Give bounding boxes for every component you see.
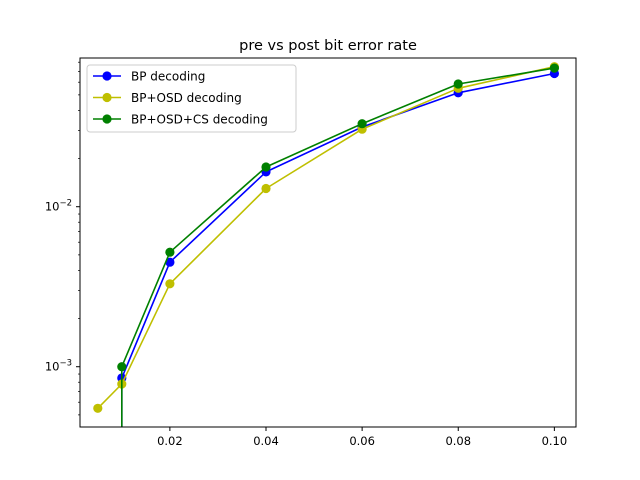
chart-title: pre vs post bit error rate — [239, 38, 417, 54]
series-marker — [549, 63, 560, 73]
y-tick-label: 10−2 — [45, 199, 72, 214]
series-marker — [165, 257, 175, 267]
legend: BP decoding BP+OSD decoding BP+OSD+CS deco… — [86, 64, 297, 133]
x-axis: 0.02 0.04 0.06 0.08 0.10 — [157, 427, 567, 448]
legend-label: BP decoding — [131, 70, 205, 84]
x-tick-label: 0.06 — [349, 434, 375, 448]
x-tick-label: 0.04 — [253, 434, 279, 448]
series-marker — [93, 403, 103, 413]
legend-box — [86, 64, 297, 133]
legend-swatch-marker — [102, 71, 112, 81]
x-tick-label: 0.02 — [157, 434, 183, 448]
x-tick-label: 0.08 — [445, 434, 471, 448]
legend-label: BP+OSD+CS decoding — [131, 113, 268, 127]
legend-label: BP+OSD decoding — [131, 91, 242, 105]
series-layer — [93, 62, 560, 427]
legend-swatch-marker — [102, 92, 112, 103]
x-tick-label: 0.10 — [542, 434, 568, 448]
legend-swatch-marker — [102, 114, 112, 124]
series-3 — [117, 63, 560, 427]
series-marker — [165, 279, 175, 289]
y-axis: 10−3 10−2 — [45, 61, 80, 416]
series-marker — [117, 362, 127, 372]
series-marker — [357, 119, 367, 129]
series-marker — [165, 247, 175, 257]
series-marker — [261, 183, 271, 194]
series-marker — [261, 162, 271, 172]
series-marker — [453, 79, 463, 89]
y-tick-label: 10−3 — [45, 359, 72, 374]
